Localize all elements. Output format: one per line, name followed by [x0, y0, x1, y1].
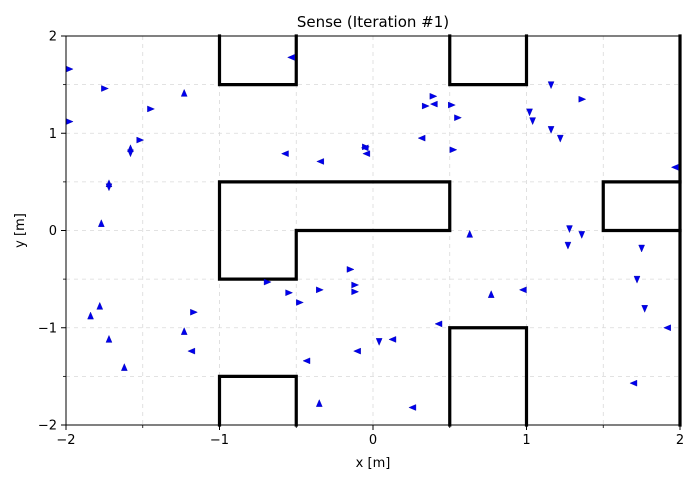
particle-marker: [529, 117, 536, 126]
wall-segment: [217, 34, 298, 87]
particle-marker: [449, 146, 458, 154]
particle-marker: [187, 347, 196, 355]
particle-marker: [556, 134, 564, 143]
particle-marker: [663, 324, 671, 332]
particles: [65, 54, 679, 411]
particle-marker: [105, 183, 113, 192]
particle-marker: [87, 311, 94, 320]
particle-marker: [641, 305, 648, 313]
x-tick-label: −2: [56, 433, 75, 448]
particle-marker: [316, 286, 324, 294]
particle-marker: [578, 231, 586, 239]
particle-marker: [351, 288, 360, 296]
particle-marker: [429, 100, 438, 108]
particle-marker: [670, 163, 679, 171]
y-axis-ticks: −2 −1 0 1 2: [38, 30, 66, 434]
particle-marker: [362, 150, 371, 157]
y-tick-label: 1: [49, 127, 57, 142]
y-axis-label: y [m]: [13, 213, 28, 248]
particle-marker: [121, 363, 128, 371]
particle-marker: [564, 241, 572, 250]
particle-marker: [96, 301, 104, 310]
particle-marker: [353, 347, 361, 355]
particle-marker: [180, 327, 188, 335]
particle-marker: [633, 275, 641, 284]
wall-segment: [601, 180, 682, 233]
particle-marker: [578, 95, 587, 103]
particle-marker: [448, 101, 456, 109]
particle-marker: [101, 85, 109, 92]
particle-marker: [147, 105, 155, 113]
particle-marker: [315, 399, 323, 407]
particle-marker: [346, 266, 355, 273]
particle-marker: [190, 308, 198, 316]
particle-marker: [417, 134, 426, 142]
wall-segment: [448, 34, 529, 87]
particle-marker: [454, 114, 462, 121]
particle-marker: [316, 158, 325, 165]
x-tick-label: 2: [676, 433, 684, 448]
wall-segment: [217, 374, 298, 427]
particle-marker: [547, 126, 555, 134]
particle-marker: [105, 334, 113, 343]
x-tick-label: −1: [210, 433, 229, 448]
particle-marker: [429, 92, 438, 100]
particle-marker: [547, 81, 555, 90]
particle-marker: [388, 336, 397, 343]
particle-marker: [466, 229, 474, 238]
particle-marker: [296, 299, 304, 306]
particle-marker: [302, 357, 311, 365]
particle-marker: [629, 379, 638, 387]
particle-marker: [136, 136, 145, 144]
particle-marker: [638, 244, 645, 253]
particle-marker: [263, 278, 272, 286]
particle-marker: [518, 286, 527, 294]
y-tick-label: 2: [49, 30, 57, 45]
particle-marker: [287, 54, 295, 61]
wall-segment: [217, 180, 452, 281]
x-axis-label: x [m]: [356, 456, 391, 471]
particle-marker: [566, 225, 573, 234]
x-tick-label: 1: [522, 433, 530, 448]
particle-marker: [351, 281, 360, 289]
particle-marker: [98, 219, 105, 227]
particle-marker: [421, 102, 430, 110]
particle-marker: [487, 290, 495, 298]
particle-marker: [526, 108, 533, 117]
wall-segment: [448, 326, 529, 427]
particle-marker: [127, 149, 134, 158]
particle-marker: [360, 144, 369, 152]
particle-marker: [280, 150, 289, 157]
particle-marker: [434, 320, 443, 328]
y-tick-label: −2: [38, 419, 57, 434]
y-tick-label: −1: [38, 321, 57, 336]
chart-title: Sense (Iteration #1): [297, 13, 449, 31]
x-axis-ticks: −2 −1 0 1 2: [56, 425, 684, 448]
x-tick-label: 0: [369, 433, 377, 448]
particle-marker: [180, 88, 188, 97]
particle-marker: [285, 289, 294, 297]
particle-marker: [375, 338, 383, 346]
particle-marker: [408, 404, 417, 411]
y-tick-label: 0: [49, 224, 57, 239]
